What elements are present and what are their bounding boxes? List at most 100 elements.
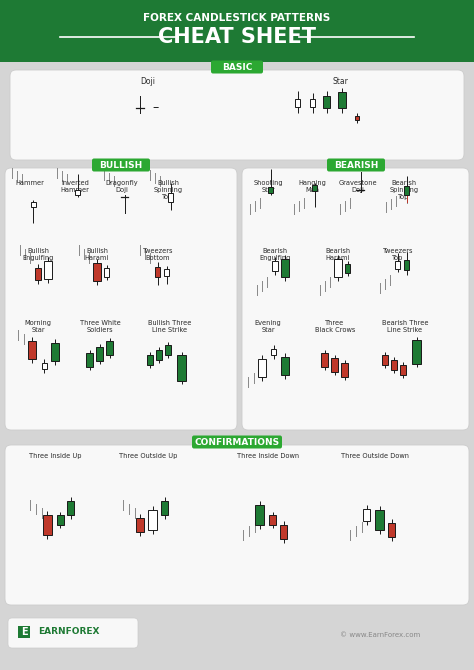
Text: Bearish
Harami: Bearish Harami (326, 248, 351, 261)
Text: Bullish Three
Line Strike: Bullish Three Line Strike (148, 320, 191, 333)
Bar (321, 353, 328, 367)
Text: Shooting
Star: Shooting Star (253, 180, 283, 193)
Bar (270, 515, 276, 525)
Bar (56, 515, 64, 525)
Bar (395, 261, 401, 269)
Bar (35, 268, 41, 280)
Bar (162, 501, 168, 515)
Text: Three
Black Crows: Three Black Crows (315, 320, 355, 333)
Bar (331, 358, 338, 372)
Text: Hanging
Man: Hanging Man (298, 180, 326, 193)
Text: Bearish
Engulfing: Bearish Engulfing (259, 248, 291, 261)
Bar (272, 349, 276, 355)
Bar (86, 353, 93, 367)
FancyBboxPatch shape (5, 445, 469, 605)
FancyBboxPatch shape (211, 60, 263, 74)
Text: Star: Star (332, 77, 348, 86)
Bar (312, 185, 318, 191)
Text: Tweezers
Bottom: Tweezers Bottom (143, 248, 173, 261)
Text: CHEAT SHEET: CHEAT SHEET (158, 27, 316, 47)
FancyBboxPatch shape (327, 159, 385, 172)
Bar (107, 341, 113, 355)
Bar (404, 260, 410, 270)
Text: © www.EarnForex.com: © www.EarnForex.com (340, 632, 420, 638)
Bar (295, 99, 301, 107)
Bar (18, 626, 30, 638)
Bar (30, 202, 36, 206)
Bar (28, 341, 36, 359)
Text: Inverted
Hammer: Inverted Hammer (61, 180, 90, 193)
FancyBboxPatch shape (10, 70, 464, 160)
Text: Tweezers
Top: Tweezers Top (383, 248, 413, 261)
Bar (75, 190, 81, 194)
Text: Three Inside Down: Three Inside Down (237, 453, 299, 459)
Bar (281, 525, 288, 539)
Bar (104, 267, 109, 277)
Bar (412, 340, 421, 364)
Text: Hammer: Hammer (16, 180, 45, 186)
Bar (281, 357, 289, 375)
Text: Morning
Star: Morning Star (25, 320, 52, 333)
Bar (0, 0, 474, 62)
Bar (281, 259, 289, 277)
Bar (310, 99, 316, 107)
Text: BULLISH: BULLISH (100, 161, 143, 170)
Bar (391, 360, 397, 370)
Bar (338, 92, 346, 108)
Bar (168, 192, 173, 202)
Bar (355, 116, 359, 120)
Text: Bearish Three
Line Strike: Bearish Three Line Strike (382, 320, 428, 333)
Bar (177, 355, 186, 381)
Bar (268, 187, 273, 193)
Bar (258, 359, 266, 377)
Bar (42, 363, 46, 369)
FancyBboxPatch shape (8, 618, 138, 648)
Bar (334, 259, 342, 277)
Text: BASIC: BASIC (222, 62, 252, 72)
Bar (148, 510, 157, 530)
Bar (165, 345, 171, 355)
Text: Three White
Soldiers: Three White Soldiers (80, 320, 120, 333)
Text: E: E (21, 627, 27, 637)
Text: BEARISH: BEARISH (334, 161, 378, 170)
Bar (147, 355, 153, 365)
Text: Evening
Star: Evening Star (255, 320, 282, 333)
Text: –: – (153, 101, 159, 115)
Text: Doji: Doji (140, 77, 155, 86)
Text: Three Inside Up: Three Inside Up (29, 453, 81, 459)
Bar (346, 263, 350, 273)
Bar (400, 365, 406, 375)
Bar (364, 509, 371, 521)
Bar (156, 350, 162, 360)
Bar (136, 518, 144, 532)
Bar (389, 523, 395, 537)
FancyBboxPatch shape (192, 436, 282, 448)
FancyBboxPatch shape (92, 159, 150, 172)
Text: Gravestone
Doji: Gravestone Doji (339, 180, 377, 193)
Bar (97, 347, 103, 361)
Bar (44, 261, 52, 279)
Bar (272, 261, 278, 271)
Text: Three Outside Down: Three Outside Down (341, 453, 409, 459)
Text: EARNFOREX: EARNFOREX (38, 628, 100, 636)
Text: Three Outside Up: Three Outside Up (119, 453, 177, 459)
FancyBboxPatch shape (242, 168, 469, 430)
Bar (404, 186, 410, 194)
Bar (255, 505, 264, 525)
Bar (323, 96, 330, 108)
Text: Bearish
Spinning
Top: Bearish Spinning Top (390, 180, 419, 200)
Text: Bullish
Spinning
Top: Bullish Spinning Top (154, 180, 182, 200)
Bar (93, 263, 101, 281)
Text: CONFIRMATIONS: CONFIRMATIONS (194, 438, 280, 446)
Bar (341, 363, 348, 377)
Text: Bullish
Harami: Bullish Harami (85, 248, 109, 261)
Bar (67, 501, 74, 515)
Bar (155, 267, 161, 277)
Bar (382, 355, 388, 365)
Text: FOREX CANDLESTICK PATTERNS: FOREX CANDLESTICK PATTERNS (143, 13, 331, 23)
FancyBboxPatch shape (5, 168, 237, 430)
Bar (51, 343, 59, 361)
Bar (375, 510, 384, 530)
Bar (164, 269, 170, 275)
Text: Dragonfly
Doji: Dragonfly Doji (106, 180, 138, 193)
